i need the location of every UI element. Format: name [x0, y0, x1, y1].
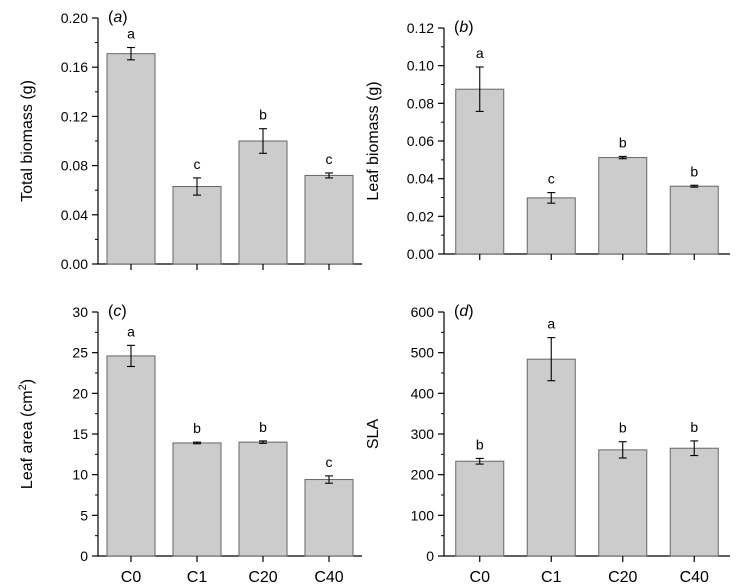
panel-b: 0.00 0.02 0.04 0.06 0.08 0.10 0.12 Leaf biomass… [365, 19, 730, 262]
y-tick-label: 10 [72, 467, 88, 483]
significance-letter: b [690, 419, 698, 435]
y-tick-label: 200 [411, 467, 435, 483]
significance-letter: a [127, 323, 135, 339]
x-tick-label: C1 [541, 569, 562, 586]
y-tick-label: 600 [411, 304, 435, 320]
x-tick-label: C1 [187, 569, 208, 586]
y-axis-label: Leaf biomass (g) [365, 81, 382, 200]
panel-c: 0 5 10 15 20 25 30 Leaf area (cm2) (c)a C0 b C1 b C20… [17, 303, 362, 586]
y-tick-label: 30 [72, 304, 88, 320]
bar-C0 [106, 355, 156, 557]
panel-label: (c) [108, 303, 127, 320]
bar-C0 [455, 460, 505, 557]
significance-letter: b [259, 107, 267, 123]
significance-letter: c [326, 151, 333, 167]
y-tick-label: 0.12 [407, 20, 434, 36]
bar-C40 [669, 447, 719, 557]
significance-letter: c [194, 156, 201, 172]
y-tick-label: 0.16 [61, 59, 88, 75]
y-tick-label: 0.02 [407, 208, 434, 224]
bar-C40 [304, 479, 354, 557]
panel-label: (a) [108, 9, 128, 26]
y-tick-label: 0.12 [61, 108, 88, 124]
y-tick-label: 0.04 [407, 171, 434, 187]
x-tick-label: C20 [608, 569, 637, 586]
x-tick-label: C40 [680, 569, 709, 586]
panel-d: 0 100 200 300 400 500 600 SLA (d) b C0 a C1 b C20 b C40 [365, 303, 730, 586]
x-tick-label: C20 [248, 569, 277, 586]
significance-letter: b [193, 420, 201, 436]
y-tick-label: 5 [80, 507, 88, 523]
significance-letter: c [548, 171, 555, 187]
x-tick-label: C40 [314, 569, 343, 586]
y-axis-label: SLA [365, 419, 382, 450]
significance-letter: c [326, 454, 333, 470]
significance-letter: b [259, 419, 267, 435]
y-tick-label: 0.08 [61, 158, 88, 174]
bar-C20 [238, 140, 288, 265]
bar-C40 [304, 174, 354, 265]
y-tick-label: 0.04 [61, 207, 88, 223]
y-tick-label: 20 [72, 385, 88, 401]
bar-C20 [238, 441, 288, 557]
bar-C1 [172, 186, 222, 265]
x-tick-label: C0 [470, 569, 491, 586]
y-tick-label: 0.06 [407, 133, 434, 149]
bar-C40 [669, 185, 719, 255]
bar-C0 [455, 88, 505, 255]
y-tick-label: 500 [411, 345, 435, 361]
y-axis-label: Total biomass (g) [19, 80, 36, 202]
bar-C1 [172, 442, 222, 557]
y-tick-label: 0.00 [61, 256, 88, 272]
y-tick-label: 0.00 [407, 246, 434, 262]
significance-letter: a [127, 26, 135, 42]
bar-C20 [598, 449, 648, 557]
significance-letter: a [476, 45, 484, 61]
bar-C20 [598, 157, 648, 255]
panel-label: (b) [454, 19, 474, 36]
y-tick-label: 0.20 [61, 10, 88, 26]
x-tick-label: C0 [121, 569, 142, 586]
panel-label: (d) [454, 303, 474, 320]
y-axis-label: Leaf area (cm2) [17, 379, 36, 489]
y-tick-label: 400 [411, 385, 435, 401]
significance-letter: b [619, 134, 627, 150]
bar-C0 [106, 53, 156, 265]
bar-C1 [526, 358, 576, 557]
significance-letter: b [476, 436, 484, 452]
y-tick-label: 100 [411, 507, 435, 523]
y-tick-label: 15 [72, 426, 88, 442]
significance-letter: b [619, 420, 627, 436]
bar-C1 [526, 197, 576, 255]
y-tick-label: 0.10 [407, 58, 434, 74]
y-tick-label: 0 [80, 548, 88, 564]
y-tick-label: 0.08 [407, 95, 434, 111]
y-tick-label: 300 [411, 426, 435, 442]
y-tick-label: 25 [72, 345, 88, 361]
y-tick-label: 0 [426, 548, 434, 564]
panel-a: 0.00 0.04 0.08 0.12 0.16 0.20 Total biomass (g… [19, 9, 362, 272]
significance-letter: b [690, 163, 698, 179]
significance-letter: a [547, 316, 555, 332]
